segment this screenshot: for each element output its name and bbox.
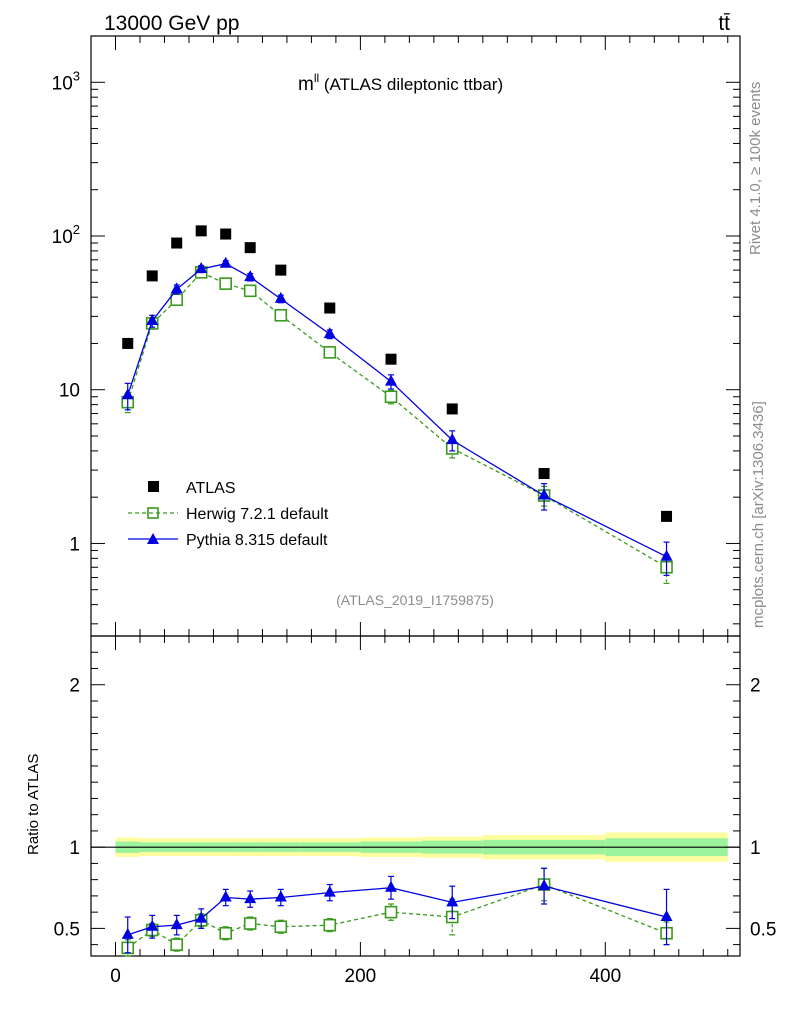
y-tick-label: 10 [59, 381, 80, 402]
pythia-ratio-point [538, 879, 551, 891]
herwig-point [219, 277, 232, 290]
atlas-point [446, 403, 458, 415]
atlas-point [324, 302, 336, 314]
header-tag: tt̄ [718, 12, 730, 35]
herwig-ratio-point [274, 920, 288, 934]
pythia-point [244, 270, 257, 282]
pythia-point [538, 488, 551, 500]
herwig-point [243, 284, 257, 298]
pythia-point [170, 282, 183, 294]
pythia-point [195, 262, 208, 274]
title-sup: ll [314, 71, 319, 85]
pythia-point [385, 374, 398, 386]
rivet-label: Rivet 4.1.0, ≥ 100k events [747, 82, 764, 255]
x-tick-label: 400 [589, 966, 621, 987]
herwig-point [384, 390, 398, 404]
ratio-y-tick-label: 2 [69, 676, 80, 697]
legend: ATLAS Herwig 7.2.1 default Pythia 8.315 … [128, 480, 329, 549]
pythia-point [219, 256, 232, 268]
y-tick-label: 103 [52, 68, 80, 94]
pythia-point [446, 433, 459, 445]
pythia-ratio-line [127, 885, 667, 936]
herwig-ratio-point [323, 918, 337, 932]
header-process: 13000 GeV pp [104, 12, 239, 35]
atlas-point [385, 353, 397, 365]
herwig-point [274, 308, 288, 322]
pythia-ratio-point [446, 895, 459, 907]
herwig-point [170, 293, 184, 307]
mcplots-label: mcplots.cern.ch [arXiv:1306.3436] [750, 401, 767, 628]
y-tick-label: 102 [52, 222, 80, 248]
legend-label-atlas: ATLAS [186, 480, 236, 497]
pythia-ratio-point [274, 890, 287, 902]
atlas-point [275, 264, 287, 276]
pythia-point [323, 327, 336, 339]
atlas-point [122, 337, 134, 349]
pythia-point [121, 388, 134, 400]
pythia-ratio-point [195, 911, 208, 923]
pythia-ratio-point [385, 880, 398, 892]
ratio-frame [90, 635, 741, 957]
atlas-point [661, 510, 673, 522]
pythia-point [660, 549, 673, 561]
pythia-point [274, 291, 287, 303]
herwig-ratio-line [127, 883, 667, 949]
atlas-point [195, 225, 207, 237]
ratio-y-tick-label-right: 0.5 [750, 919, 776, 940]
herwig-ratio-point [219, 926, 232, 940]
pythia-ratio-point [323, 885, 336, 897]
pythia-point [146, 313, 159, 325]
herwig-point [323, 346, 337, 359]
ratio-ylabel: Ratio to ATLAS [25, 754, 42, 855]
y-tick-label: 1 [69, 534, 80, 555]
plot-title: mll (ATLAS dileptonic ttbar) [298, 71, 503, 95]
ratio-y-tick-label: 0.5 [54, 919, 80, 940]
pythia-ratio-point [219, 890, 232, 902]
x-tick-label: 0 [110, 966, 121, 987]
herwig-ratio-point [170, 938, 184, 951]
herwig-ratio-point [384, 905, 398, 919]
legend-marker-atlas [148, 481, 159, 492]
ratio-y-tick-label: 1 [69, 838, 80, 859]
ratio-y-tick-label-right: 2 [750, 676, 761, 697]
pythia-ratio-point [660, 910, 673, 922]
ratio-y-tick-label-right: 1 [750, 838, 761, 859]
pythia-ratio-point [244, 892, 257, 904]
atlas-point [244, 242, 256, 254]
analysis-label: (ATLAS_2019_I1759875) [336, 592, 494, 608]
legend-label-pythia: Pythia 8.315 default [186, 532, 328, 549]
atlas-point [171, 237, 183, 249]
atlas-point [146, 270, 158, 282]
herwig-ratio-point [243, 917, 257, 930]
title-rest: (ATLAS dileptonic ttbar) [319, 75, 503, 94]
atlas-point [538, 468, 550, 480]
atlas-point [220, 228, 232, 240]
pythia-ratio-point [121, 927, 134, 939]
pythia-ratio-point [146, 919, 159, 931]
pythia-line [127, 263, 667, 558]
title-m: m [298, 74, 314, 95]
herwig-line [127, 271, 667, 568]
pythia-ratio-point [170, 918, 183, 930]
legend-marker-pythia [147, 533, 159, 544]
x-tick-label: 200 [345, 966, 377, 987]
legend-marker-herwig [147, 507, 159, 519]
legend-label-herwig: Herwig 7.2.1 default [186, 506, 329, 523]
